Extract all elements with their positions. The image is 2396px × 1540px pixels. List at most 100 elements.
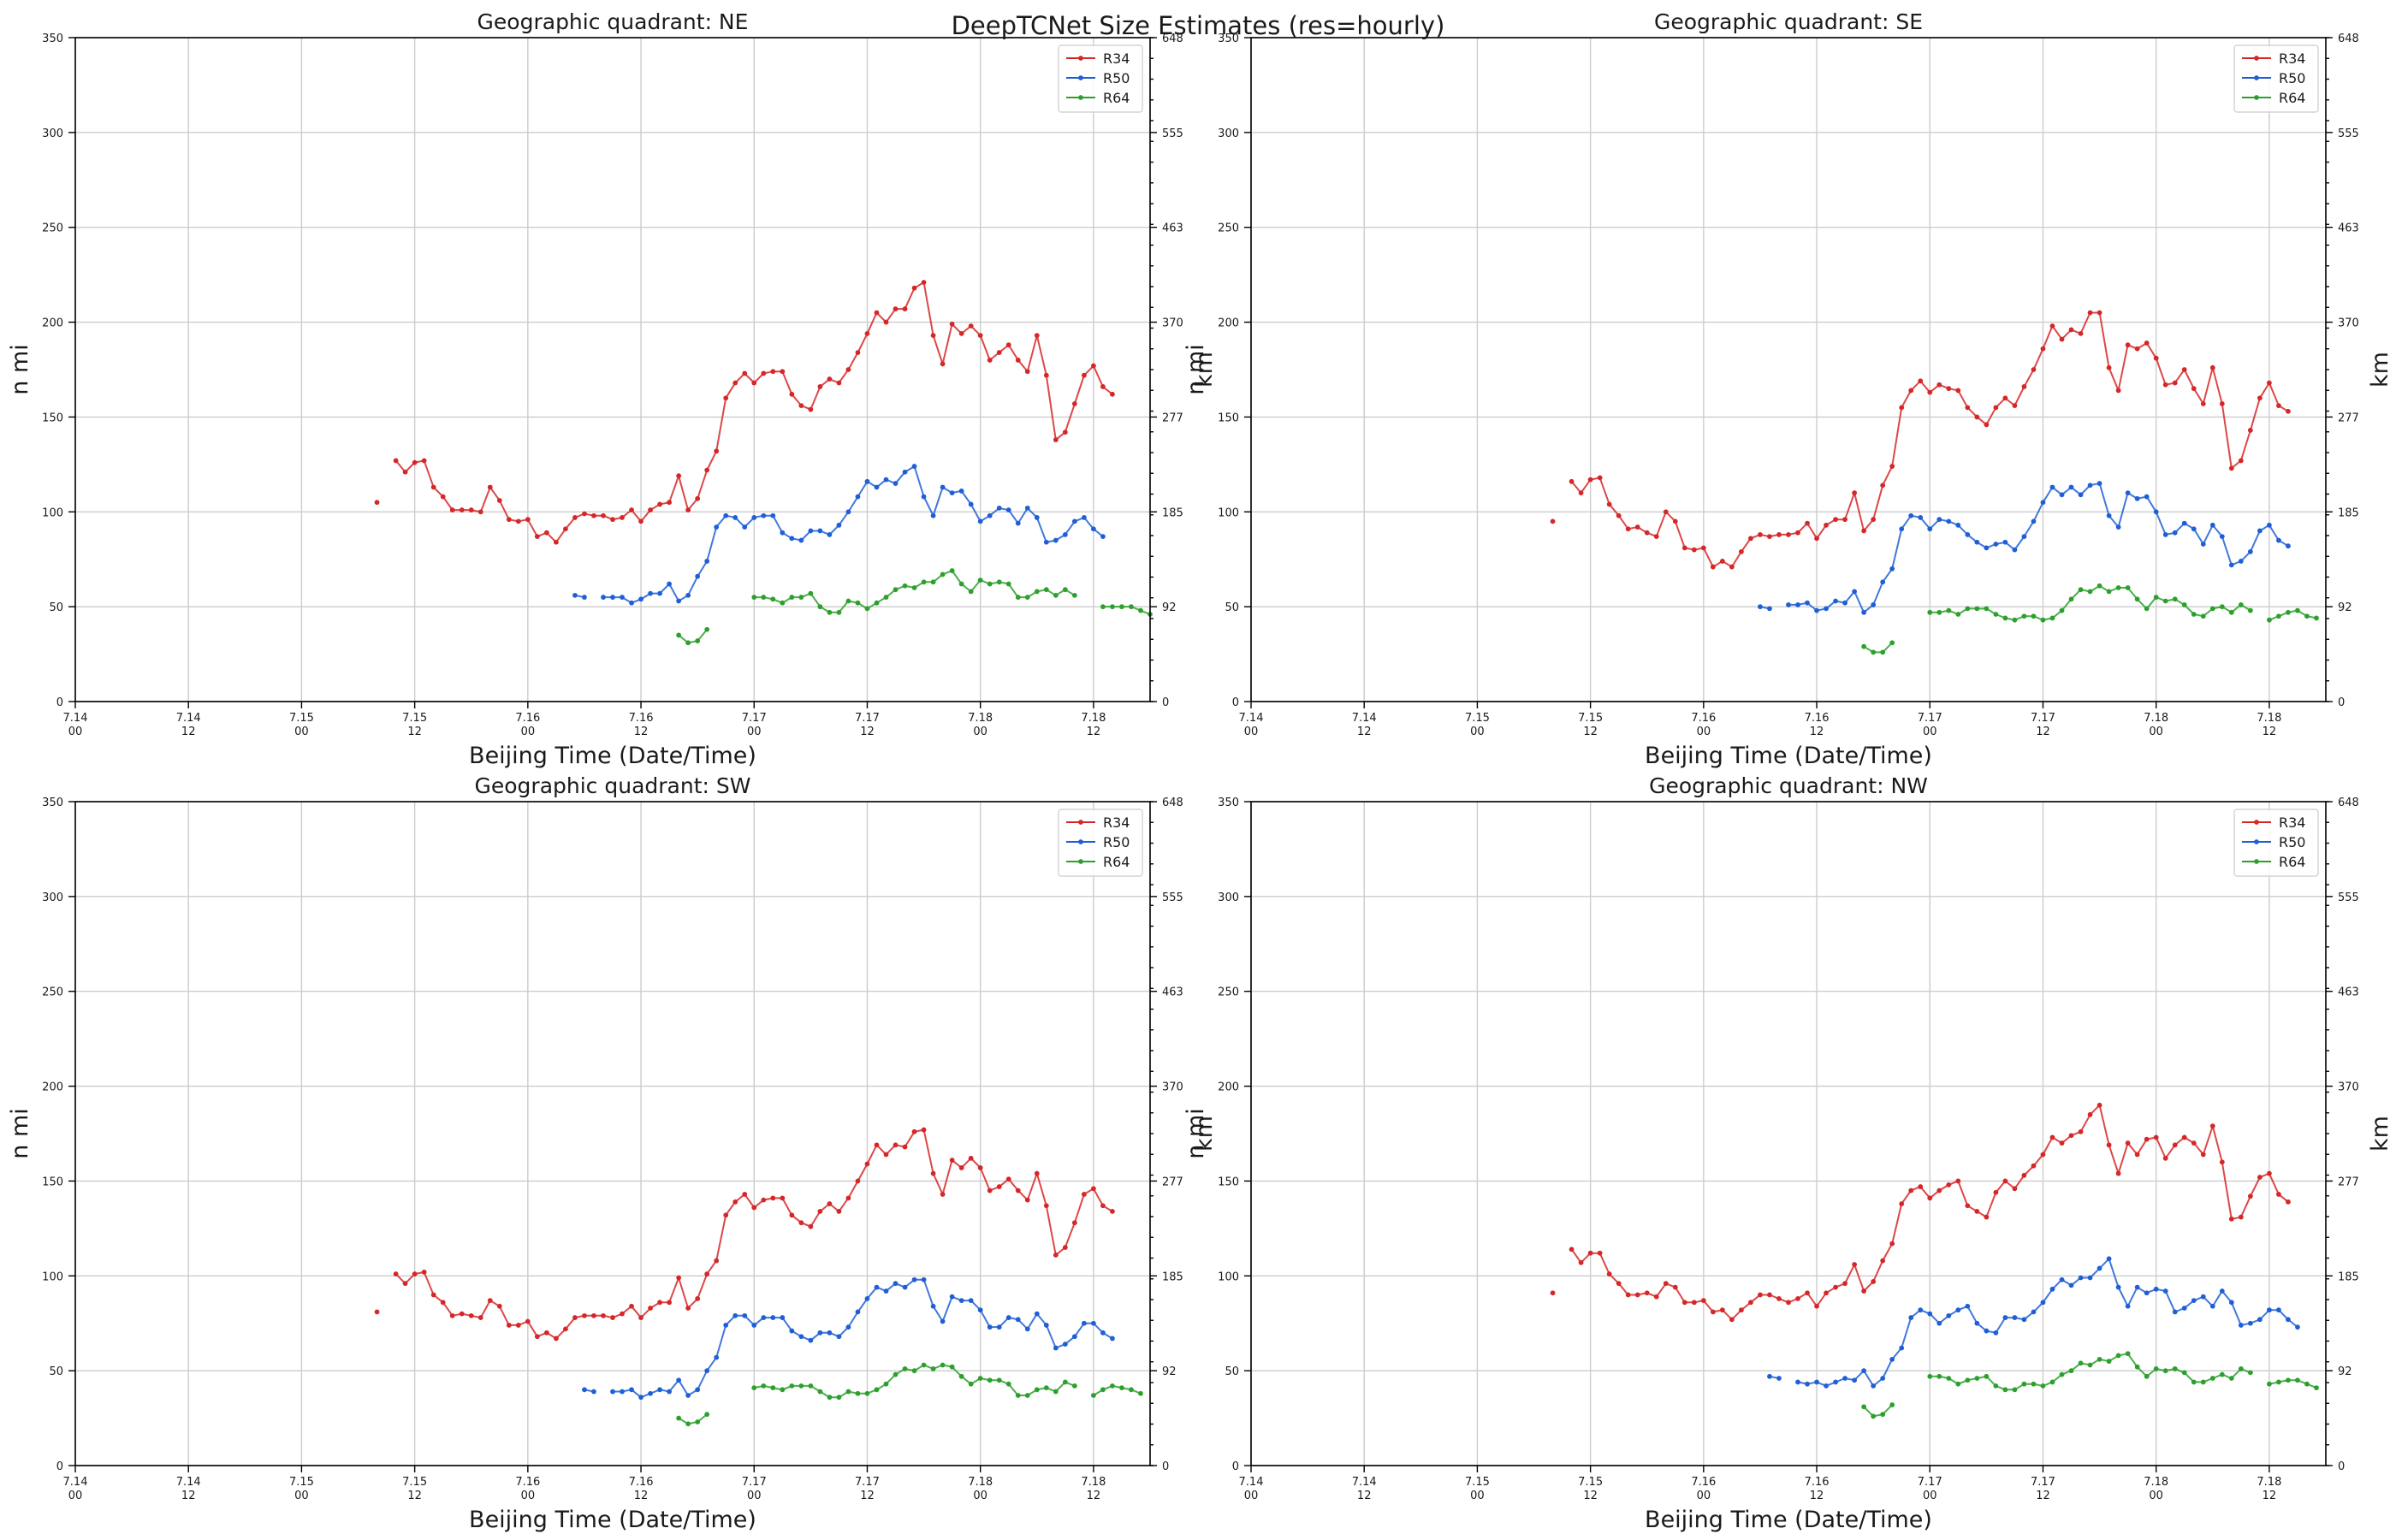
series-r64 (676, 568, 1153, 646)
x-tick-label-date: 7.16 (629, 712, 654, 725)
y2-tick-label: 185 (2338, 1270, 2359, 1283)
x-tick-label-hour: 00 (1244, 726, 1259, 738)
x-tick-label-hour: 12 (634, 1490, 649, 1502)
x-tick-label-hour: 00 (521, 726, 536, 738)
axes-frame (74, 801, 1151, 1466)
x-tick-label-date: 7.15 (402, 712, 427, 725)
x-tick-label-date: 7.16 (1805, 712, 1830, 725)
legend: R34 R50 R64 (2233, 808, 2319, 877)
x-tick-label-date: 7.18 (1081, 1476, 1106, 1489)
chart-panels: Geographic quadrant: NE7.14007.14127.150… (7, 9, 2393, 1533)
y-axis-label: n mi (7, 344, 33, 395)
y2-tick-label: 463 (2338, 986, 2359, 999)
x-tick-label-hour: 12 (1810, 726, 1824, 738)
legend-box (2233, 44, 2319, 113)
legend-entry-label: R50 (1103, 70, 1130, 86)
x-tick-label-date: 7.15 (1465, 1476, 1490, 1489)
y-tick-label: 200 (42, 1081, 63, 1094)
series-line (1930, 584, 2251, 621)
y-tick-label: 300 (1218, 891, 1239, 904)
series-r64 (676, 1362, 1143, 1427)
data-point (1550, 518, 1556, 524)
x-tick-label-hour: 12 (1357, 726, 1372, 738)
x-tick-label-date: 7.18 (2144, 712, 2168, 725)
figure-suptitle: DeepTCNet Size Estimates (res=hourly) (952, 11, 1445, 40)
y-tick-label: 50 (49, 1365, 63, 1378)
x-tick-label-date: 7.18 (2257, 712, 2281, 725)
y-tick-label: 150 (42, 412, 63, 424)
legend-entry-label: R64 (2279, 854, 2305, 870)
legend-swatch-marker (2254, 820, 2259, 825)
y-tick-label: 100 (42, 506, 63, 519)
y-tick-label: 250 (42, 222, 63, 235)
series-line (1930, 1353, 2251, 1391)
y2-tick-label: 92 (1162, 1365, 1177, 1378)
x-tick-label-hour: 12 (2036, 1490, 2050, 1502)
y-tick-label: 200 (1218, 317, 1239, 330)
series-line (584, 1389, 595, 1393)
chart-panel: Geographic quadrant: NW7.14007.14127.150… (1183, 773, 2393, 1533)
series-r64 (1861, 1351, 2319, 1419)
y-tick-label: 300 (42, 127, 63, 140)
legend-swatch-marker (1078, 95, 1083, 100)
y2-axis-label: km (1191, 352, 1218, 388)
x-tick-label-date: 7.17 (1918, 1476, 1942, 1489)
y2-tick-label: 648 (1162, 33, 1183, 45)
y2-tick-label: 648 (1162, 797, 1183, 809)
data-point (751, 595, 757, 600)
series-r50 (582, 1276, 1115, 1401)
y2-tick-label: 555 (1162, 891, 1183, 904)
y2-tick-label: 185 (2338, 506, 2359, 519)
series-line (603, 465, 1104, 604)
x-tick-label-date: 7.16 (1805, 1476, 1830, 1489)
y2-tick-label: 92 (2338, 601, 2352, 614)
legend-entry-label: R34 (1103, 814, 1130, 831)
x-tick-label-date: 7.16 (515, 712, 540, 725)
legend-entry-label: R50 (1103, 834, 1130, 850)
x-axis-label: Beijing Time (Date/Time) (469, 743, 756, 769)
x-tick-label-date: 7.16 (515, 1476, 540, 1489)
x-tick-label-hour: 00 (294, 1490, 309, 1502)
x-tick-label-date: 7.18 (1081, 712, 1106, 725)
y-axis-label: n mi (1183, 344, 1209, 395)
series-line (574, 594, 585, 599)
x-tick-label-date: 7.18 (2257, 1476, 2281, 1489)
y-tick-label: 250 (1218, 222, 1239, 235)
y2-tick-label: 185 (1162, 1270, 1183, 1283)
series-r50 (1758, 481, 2291, 615)
x-tick-label-date: 7.17 (2031, 712, 2055, 725)
legend-entry-label: R64 (1103, 90, 1130, 106)
y2-tick-label: 555 (2338, 127, 2359, 140)
y-tick-label: 200 (42, 317, 63, 330)
x-tick-label-hour: 12 (181, 1490, 196, 1502)
legend-swatch-marker (2254, 839, 2259, 844)
series-r50 (1767, 1256, 2300, 1389)
series-r34 (374, 1127, 1115, 1342)
series-line (394, 281, 1113, 544)
x-tick-label-date: 7.18 (2144, 1476, 2168, 1489)
y2-tick-label: 648 (2338, 33, 2359, 45)
series-line (1788, 482, 2289, 614)
legend-box (1058, 44, 1143, 113)
legend-entry-label: R34 (2279, 814, 2305, 831)
y2-tick-label: 277 (2338, 412, 2359, 424)
y-tick-label: 350 (1218, 797, 1239, 809)
x-tick-label-hour: 00 (68, 726, 83, 738)
data-point (1927, 609, 1933, 615)
x-tick-label-hour: 00 (1470, 1490, 1485, 1502)
panel-title: Geographic quadrant: SW (475, 773, 751, 798)
y2-tick-label: 92 (2338, 1365, 2352, 1378)
data-point (582, 595, 587, 600)
x-tick-label-date: 7.14 (1239, 712, 1264, 725)
y2-axis-label: km (1191, 1116, 1218, 1152)
legend-swatch-marker (2254, 56, 2259, 61)
x-tick-label-date: 7.18 (968, 712, 993, 725)
series-line (1102, 606, 1151, 615)
x-tick-label-hour: 12 (407, 1490, 422, 1502)
x-tick-label-date: 7.15 (1465, 712, 1490, 725)
series-line (1570, 1103, 2289, 1321)
data-point (751, 1385, 757, 1390)
series-line (1759, 606, 1770, 610)
series-line (394, 1128, 1113, 1340)
x-tick-label-hour: 12 (1357, 1490, 1372, 1502)
